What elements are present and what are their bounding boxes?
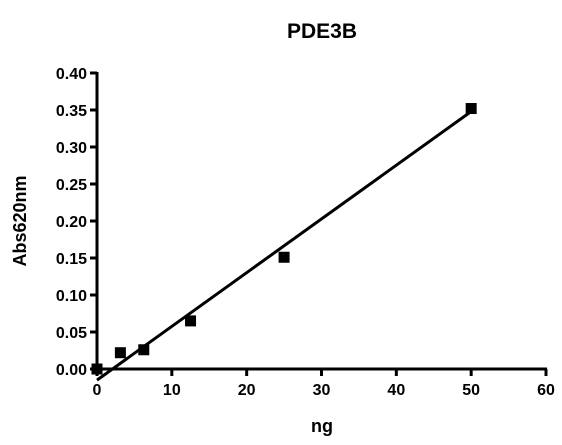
- data-point: [278, 251, 290, 263]
- fit-line-group: [96, 110, 473, 382]
- x-tick-label: 40: [387, 382, 405, 399]
- y-tick-label: 0.00: [56, 362, 87, 379]
- y-tick-label: 0.20: [56, 214, 87, 231]
- axes: 0 10 20 30 40 50 60 0.00 0.05 0.10 0.15 0.20 0.25 0.3…: [56, 66, 555, 399]
- y-tick-label: 0.25: [56, 177, 87, 194]
- y-tick-label: 0.05: [56, 325, 87, 342]
- data-point: [91, 363, 103, 375]
- x-tick-label: 60: [537, 382, 555, 399]
- chart-title: PDE3B: [287, 20, 357, 43]
- y-tick-label: 0.10: [56, 288, 87, 305]
- x-tick-label: 20: [238, 382, 256, 399]
- data-point: [465, 103, 477, 115]
- data-point: [138, 344, 150, 356]
- x-axis-label: ng: [311, 416, 333, 436]
- y-tick-label: 0.35: [56, 103, 87, 120]
- y-tick-label: 0.30: [56, 140, 87, 157]
- x-tick-label: 50: [462, 382, 480, 399]
- x-tick-label: 10: [163, 382, 181, 399]
- y-axis-label: Abs620nm: [10, 175, 30, 266]
- fit-line: [96, 110, 473, 382]
- data-points: [91, 103, 477, 375]
- y-tick-label: 0.15: [56, 251, 87, 268]
- data-point: [114, 347, 126, 359]
- data-point: [185, 315, 197, 327]
- x-tick-label: 30: [313, 382, 331, 399]
- x-tick-label: 0: [93, 382, 102, 399]
- y-tick-label: 0.40: [56, 66, 87, 83]
